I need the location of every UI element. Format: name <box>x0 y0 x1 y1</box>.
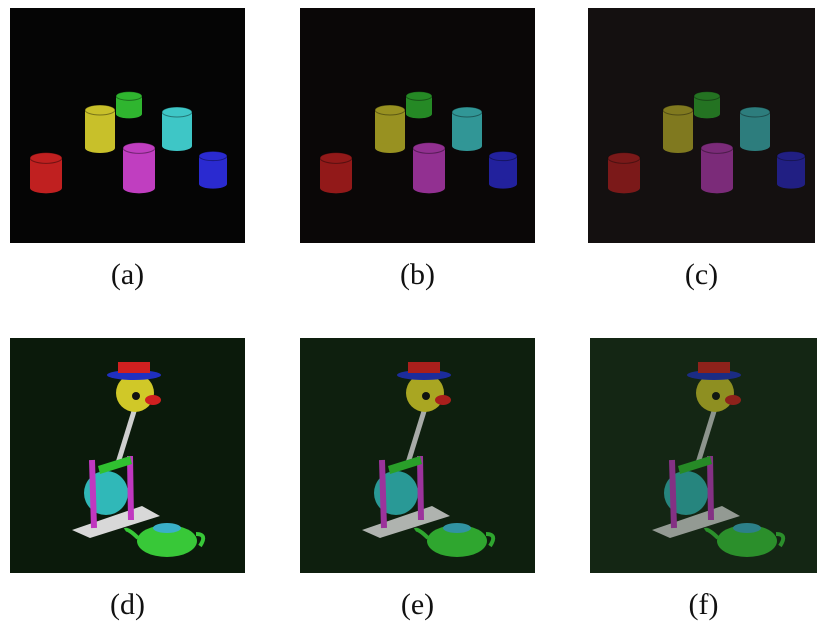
cylinder-bottom <box>30 183 62 194</box>
pole <box>672 460 674 528</box>
cylinder-bottom <box>777 179 805 188</box>
hat <box>408 362 440 373</box>
cylinder-bottom <box>375 143 405 153</box>
cylinder-top <box>85 105 115 115</box>
pole <box>420 456 421 520</box>
pole <box>710 456 711 520</box>
panel-label: (f) <box>689 588 719 621</box>
cylinder-bottom <box>452 141 482 151</box>
cylinder-top <box>740 107 770 117</box>
cylinder-bottom <box>489 179 517 188</box>
beak <box>725 395 741 405</box>
cylinder-bottom <box>406 110 432 119</box>
cylinder-top <box>694 92 720 101</box>
cylinder-bottom <box>740 141 770 151</box>
cylinder-top <box>375 105 405 115</box>
cylinder-top <box>489 151 517 160</box>
cylinder-bottom <box>162 141 192 151</box>
cylinder-body <box>701 148 733 188</box>
hat <box>118 362 150 373</box>
beak <box>435 395 451 405</box>
cylinder-bottom <box>694 110 720 119</box>
eye <box>132 392 140 400</box>
teapot-lid <box>153 523 181 533</box>
panel-label: (b) <box>400 258 435 291</box>
cylinder-top <box>320 153 352 164</box>
cylinder-body <box>375 110 405 148</box>
cylinder-top <box>406 92 432 101</box>
pole <box>382 460 384 528</box>
figure: (a) (b) (c) (d) (e) (f) <box>0 0 817 631</box>
pole <box>130 456 131 520</box>
panel <box>300 8 535 243</box>
panel <box>300 338 535 573</box>
beak <box>145 395 161 405</box>
cylinder-bottom <box>663 143 693 153</box>
panel-label: (a) <box>111 258 144 291</box>
panel <box>10 338 245 573</box>
cylinder-body <box>663 110 693 148</box>
panel-label: (c) <box>685 258 718 291</box>
cylinder-top <box>452 107 482 117</box>
cylinder-bottom <box>123 183 155 194</box>
panel <box>10 8 245 243</box>
cylinder-top <box>413 143 445 154</box>
cylinder-top <box>30 153 62 164</box>
cylinder-top <box>116 92 142 101</box>
cylinder-top <box>199 151 227 160</box>
cylinder-bottom <box>85 143 115 153</box>
cylinder-bottom <box>199 179 227 188</box>
panel-label: (d) <box>110 588 145 621</box>
cylinder-top <box>777 151 805 160</box>
cylinder-top <box>663 105 693 115</box>
panel-background <box>10 8 245 243</box>
cylinder-bottom <box>320 183 352 194</box>
eye <box>712 392 720 400</box>
eye <box>422 392 430 400</box>
cylinder-top <box>608 153 640 164</box>
cylinder-bottom <box>116 110 142 119</box>
cylinder-bottom <box>608 183 640 194</box>
panel-background <box>588 8 815 243</box>
cylinder-body <box>123 148 155 188</box>
pole <box>92 460 94 528</box>
cylinder-body <box>85 110 115 148</box>
teapot-lid <box>733 523 761 533</box>
panel-label: (e) <box>401 588 434 621</box>
cylinder-body <box>413 148 445 188</box>
hat <box>698 362 730 373</box>
panel <box>588 8 815 243</box>
cylinder-top <box>123 143 155 154</box>
cylinder-bottom <box>413 183 445 194</box>
teapot-lid <box>443 523 471 533</box>
panel-background <box>300 8 535 243</box>
cylinder-top <box>162 107 192 117</box>
cylinder-top <box>701 143 733 154</box>
panel <box>590 338 817 573</box>
cylinder-bottom <box>701 183 733 194</box>
